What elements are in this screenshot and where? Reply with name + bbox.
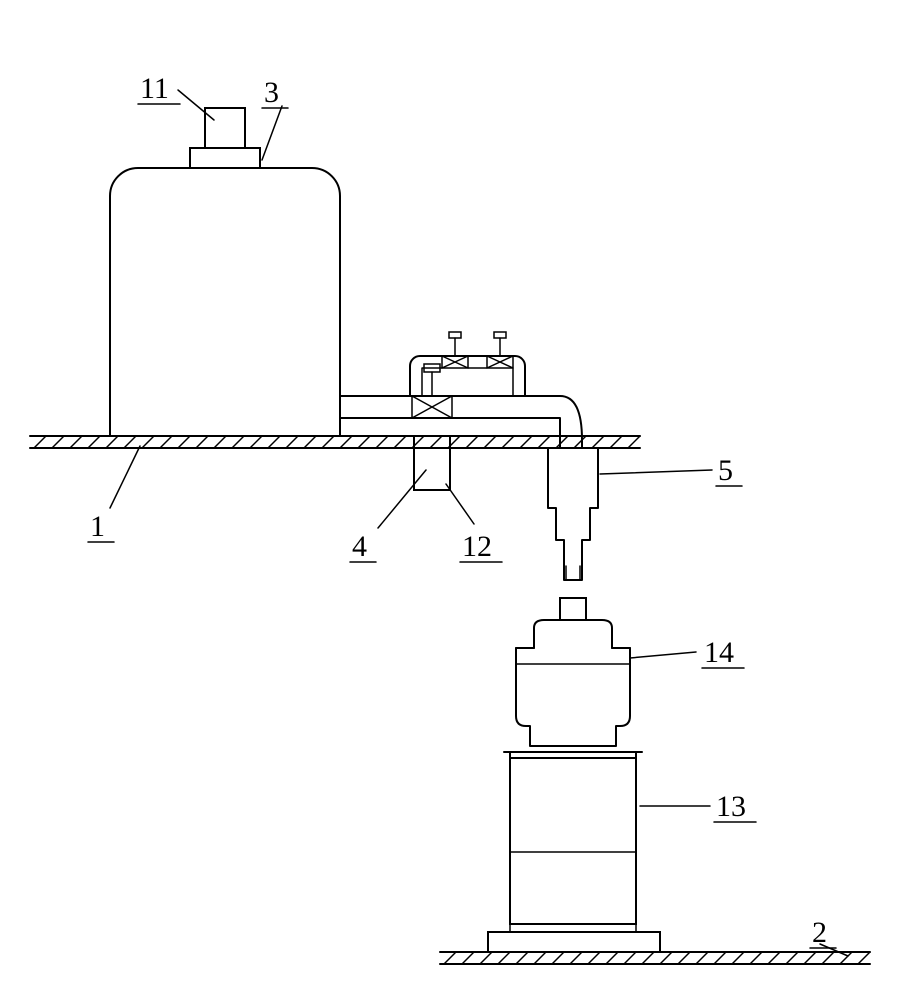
callout-l5: 5 <box>718 454 733 488</box>
callout-l11: 11 <box>140 72 169 106</box>
callout-l13: 13 <box>716 790 746 824</box>
callout-l14: 14 <box>704 636 734 670</box>
callout-l2: 2 <box>812 916 827 950</box>
callout-l4: 4 <box>352 530 367 564</box>
callout-l12: 12 <box>462 530 492 564</box>
callout-l1: 1 <box>90 510 105 544</box>
callout-l3: 3 <box>264 76 279 110</box>
technical-diagram <box>0 0 904 1000</box>
